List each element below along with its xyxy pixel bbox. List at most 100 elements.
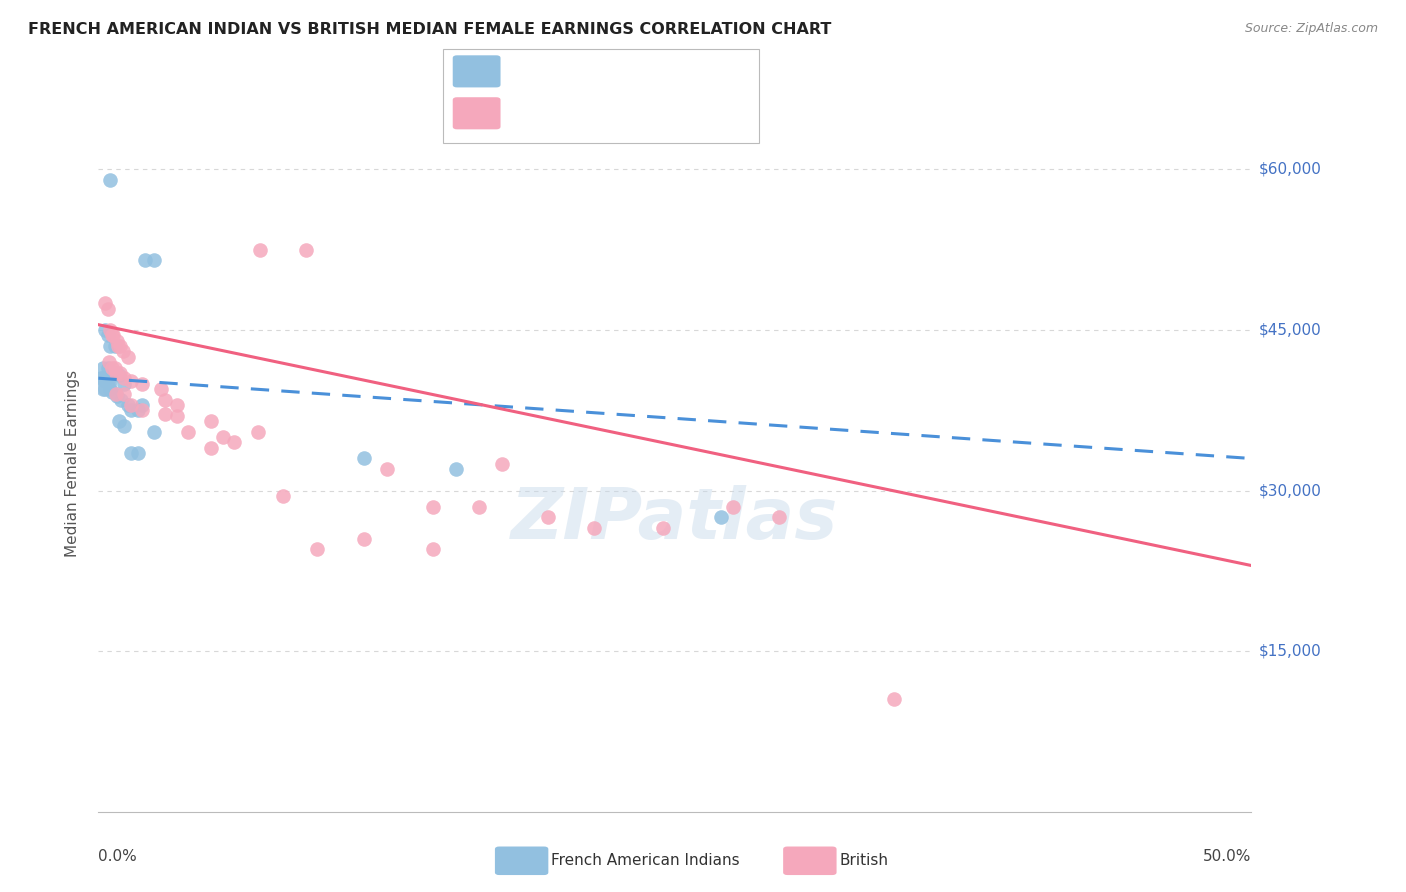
- Point: [246, 425, 269, 439]
- Point: [710, 510, 733, 524]
- Point: [94, 375, 117, 389]
- Point: [110, 366, 132, 380]
- Point: [375, 462, 398, 476]
- Point: [101, 328, 124, 343]
- Point: [91, 371, 114, 385]
- Text: R =: R =: [510, 106, 544, 120]
- Text: N =: N =: [612, 106, 659, 120]
- Text: $30,000: $30,000: [1258, 483, 1322, 498]
- Point: [127, 403, 149, 417]
- Point: [117, 350, 139, 364]
- Point: [91, 360, 114, 375]
- Point: [307, 542, 329, 557]
- Point: [101, 385, 124, 400]
- Text: ZIPatlas: ZIPatlas: [512, 485, 838, 554]
- Point: [422, 542, 444, 557]
- Point: [111, 344, 134, 359]
- Point: [97, 375, 120, 389]
- Point: [94, 323, 117, 337]
- Point: [90, 371, 112, 385]
- Point: [94, 382, 117, 396]
- Text: $45,000: $45,000: [1258, 323, 1322, 337]
- Point: [103, 339, 125, 353]
- Point: [98, 339, 121, 353]
- Point: [105, 389, 128, 403]
- Point: [97, 328, 120, 343]
- Text: British: British: [839, 854, 889, 868]
- Point: [98, 382, 121, 396]
- Point: [117, 398, 139, 412]
- Text: 0.0%: 0.0%: [98, 849, 138, 864]
- Point: [131, 376, 153, 391]
- Text: R =: R =: [510, 64, 544, 78]
- Point: [131, 403, 153, 417]
- Point: [134, 253, 156, 268]
- Point: [149, 382, 172, 396]
- Point: [103, 328, 125, 343]
- Point: [537, 510, 560, 524]
- Text: -0.109: -0.109: [546, 64, 595, 78]
- Text: 35: 35: [661, 64, 682, 78]
- Point: [212, 430, 235, 444]
- Point: [155, 407, 177, 421]
- Point: [353, 451, 375, 466]
- Point: [108, 368, 131, 382]
- Point: [444, 462, 467, 476]
- Text: 49: 49: [661, 106, 682, 120]
- Point: [224, 435, 246, 450]
- Point: [97, 360, 120, 375]
- Text: Source: ZipAtlas.com: Source: ZipAtlas.com: [1244, 22, 1378, 36]
- Y-axis label: Median Female Earnings: Median Female Earnings: [65, 370, 80, 558]
- Point: [103, 360, 125, 375]
- Point: [166, 398, 188, 412]
- Point: [97, 301, 120, 316]
- Point: [177, 425, 200, 439]
- Point: [583, 521, 606, 535]
- Point: [91, 382, 114, 396]
- Point: [768, 510, 790, 524]
- Point: [104, 366, 127, 380]
- Text: $60,000: $60,000: [1258, 162, 1322, 177]
- Point: [108, 414, 131, 428]
- Point: [200, 414, 222, 428]
- Point: [166, 409, 188, 423]
- Point: [103, 366, 125, 380]
- Point: [468, 500, 491, 514]
- Point: [105, 334, 128, 348]
- Text: $15,000: $15,000: [1258, 644, 1322, 658]
- Point: [97, 355, 120, 369]
- Point: [101, 360, 124, 375]
- Point: [295, 243, 318, 257]
- Text: FRENCH AMERICAN INDIAN VS BRITISH MEDIAN FEMALE EARNINGS CORRELATION CHART: FRENCH AMERICAN INDIAN VS BRITISH MEDIAN…: [28, 22, 831, 37]
- Point: [94, 296, 117, 310]
- Point: [107, 339, 129, 353]
- Point: [131, 398, 153, 412]
- Point: [110, 392, 132, 407]
- Point: [127, 446, 149, 460]
- Point: [200, 441, 222, 455]
- Point: [112, 387, 135, 401]
- Point: [112, 371, 135, 385]
- Point: [883, 692, 905, 706]
- Point: [249, 243, 271, 257]
- Point: [120, 403, 142, 417]
- Point: [271, 489, 294, 503]
- Point: [120, 446, 142, 460]
- Point: [142, 425, 165, 439]
- Point: [652, 521, 675, 535]
- Point: [112, 376, 135, 391]
- Point: [120, 375, 142, 389]
- Point: [98, 323, 121, 337]
- Text: -0.555: -0.555: [546, 106, 595, 120]
- Point: [721, 500, 744, 514]
- Point: [112, 419, 135, 434]
- Point: [422, 500, 444, 514]
- Point: [491, 457, 513, 471]
- Text: 50.0%: 50.0%: [1204, 849, 1251, 864]
- Point: [142, 253, 165, 268]
- Point: [120, 398, 142, 412]
- Point: [155, 392, 177, 407]
- Point: [98, 375, 121, 389]
- Point: [353, 532, 375, 546]
- Text: N =: N =: [612, 64, 659, 78]
